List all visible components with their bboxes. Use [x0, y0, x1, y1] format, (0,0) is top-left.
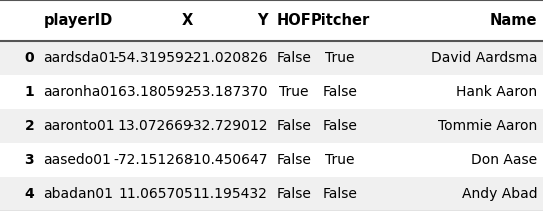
Text: -53.187370: -53.187370	[188, 85, 268, 99]
Text: 0: 0	[24, 51, 34, 65]
Text: 1: 1	[24, 85, 34, 99]
Text: aaronto01: aaronto01	[43, 119, 115, 133]
Text: 2: 2	[24, 119, 34, 133]
Text: HOF: HOF	[277, 13, 311, 28]
Text: True: True	[325, 153, 355, 167]
Bar	[0, 75, 543, 109]
Bar	[0, 143, 543, 177]
Text: -32.729012: -32.729012	[188, 119, 268, 133]
Text: Pitcher: Pitcher	[311, 13, 370, 28]
Text: 11.065705: 11.065705	[118, 187, 193, 201]
Text: aasedo01: aasedo01	[43, 153, 111, 167]
Text: False: False	[276, 187, 312, 201]
Text: David Aardsma: David Aardsma	[431, 51, 538, 65]
Text: False: False	[323, 119, 358, 133]
Text: False: False	[323, 187, 358, 201]
Bar	[0, 41, 543, 75]
Text: 13.072669: 13.072669	[118, 119, 193, 133]
Text: -54.319592: -54.319592	[113, 51, 193, 65]
Text: 11.195432: 11.195432	[193, 187, 268, 201]
Text: X: X	[181, 13, 193, 28]
Text: -72.151268: -72.151268	[113, 153, 193, 167]
Text: Hank Aaron: Hank Aaron	[457, 85, 538, 99]
Text: False: False	[276, 51, 312, 65]
Text: Name: Name	[490, 13, 538, 28]
Text: True: True	[325, 51, 355, 65]
Text: playerID: playerID	[43, 13, 113, 28]
Text: aaronha01: aaronha01	[43, 85, 118, 99]
Text: Don Aase: Don Aase	[471, 153, 538, 167]
Text: True: True	[279, 85, 309, 99]
Text: abadan01: abadan01	[43, 187, 113, 201]
Text: False: False	[276, 119, 312, 133]
Text: False: False	[276, 153, 312, 167]
Bar	[0, 177, 543, 211]
Bar	[0, 109, 543, 143]
Text: False: False	[323, 85, 358, 99]
Text: -10.450647: -10.450647	[188, 153, 268, 167]
Text: Andy Abad: Andy Abad	[462, 187, 538, 201]
Text: Tommie Aaron: Tommie Aaron	[438, 119, 538, 133]
Text: aardsda01: aardsda01	[43, 51, 117, 65]
Text: Y: Y	[257, 13, 268, 28]
Text: 3: 3	[24, 153, 34, 167]
Text: -21.020826: -21.020826	[188, 51, 268, 65]
Text: 4: 4	[24, 187, 34, 201]
Text: 63.180592: 63.180592	[118, 85, 193, 99]
